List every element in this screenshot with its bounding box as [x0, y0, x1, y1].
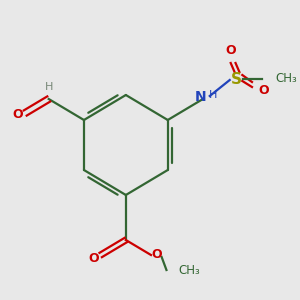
Text: H: H [44, 82, 53, 92]
Text: O: O [258, 85, 269, 98]
Text: CH₃: CH₃ [275, 73, 297, 85]
Text: H: H [209, 90, 217, 100]
Text: S: S [231, 71, 242, 86]
Text: O: O [12, 107, 23, 121]
Text: O: O [152, 248, 162, 262]
Text: O: O [88, 253, 99, 266]
Text: CH₃: CH₃ [178, 263, 200, 277]
Text: N: N [195, 90, 207, 104]
Text: O: O [225, 44, 236, 56]
